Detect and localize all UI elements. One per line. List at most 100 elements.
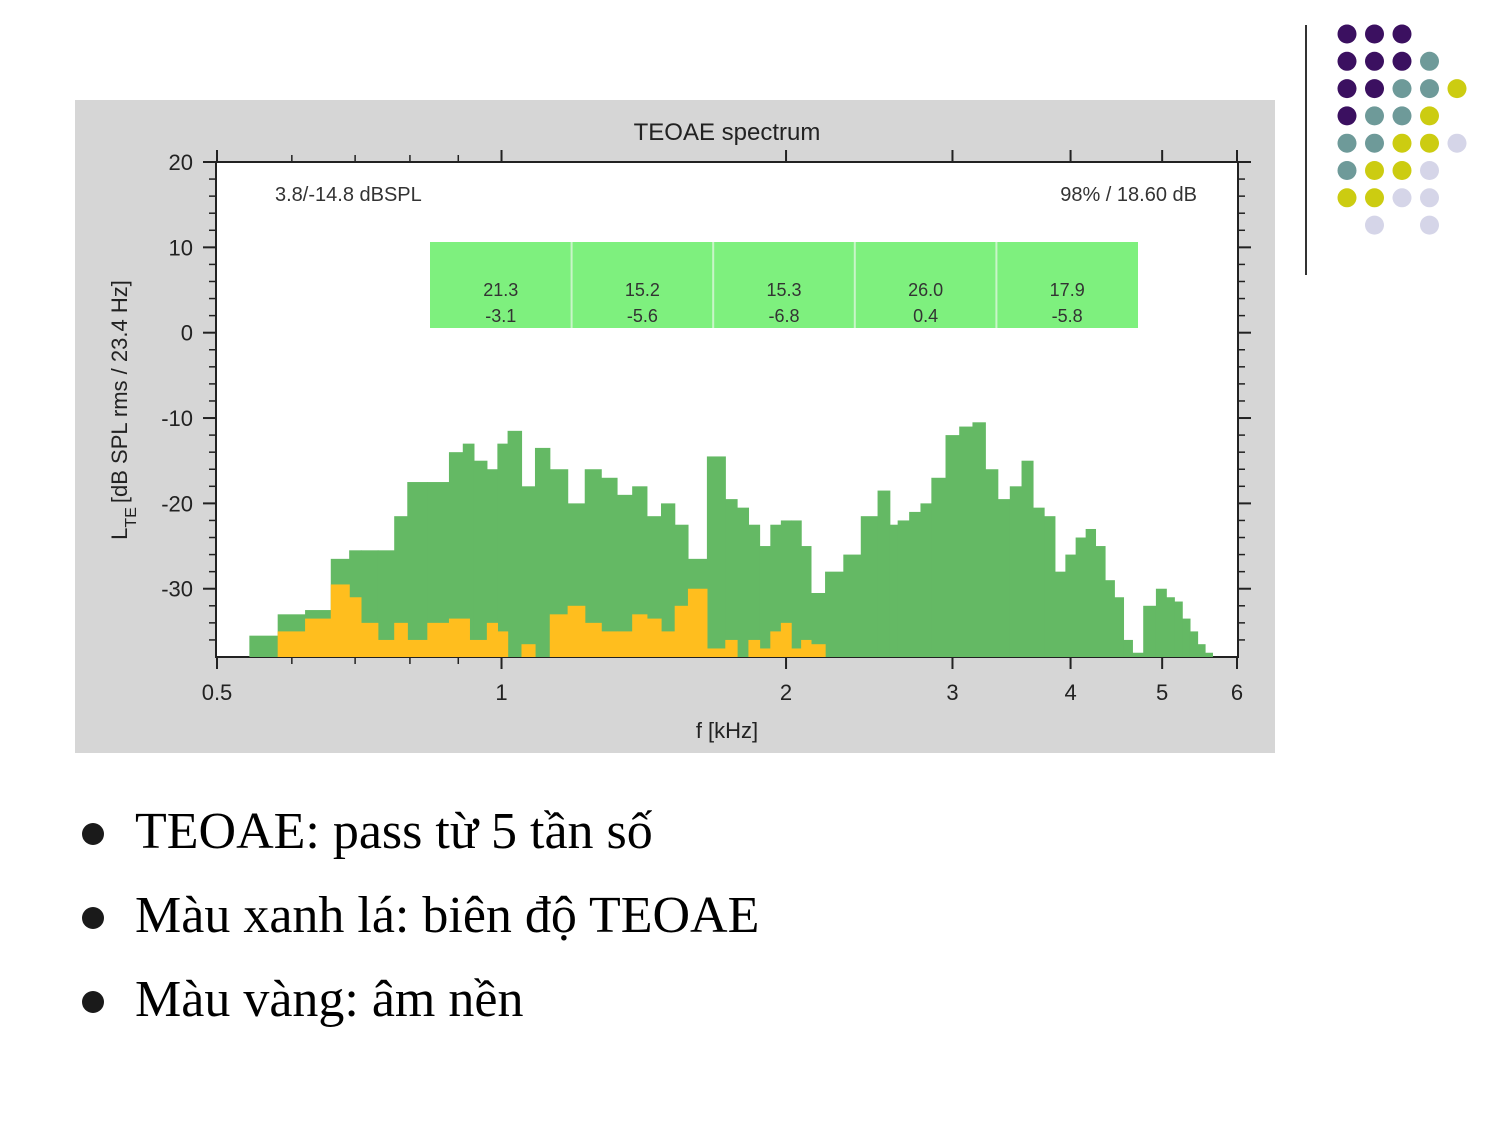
teoae-bar bbox=[889, 524, 899, 657]
bullet-dot-icon bbox=[82, 823, 104, 845]
noise-bar bbox=[759, 648, 771, 657]
decorative-dot bbox=[1392, 188, 1412, 208]
teoae-bar bbox=[770, 524, 782, 657]
noise-bar bbox=[394, 622, 408, 657]
teoae-bar bbox=[601, 477, 618, 657]
decorative-dot bbox=[1337, 51, 1357, 71]
teoae-bar bbox=[1189, 631, 1199, 657]
decorative-dot bbox=[1365, 51, 1384, 71]
noise-bar bbox=[330, 584, 350, 657]
noise-bar bbox=[360, 622, 379, 657]
noise-bar bbox=[567, 605, 586, 657]
bullet-list: TEOAE: pass từ 5 tần số Màu xanh lá: biên… bbox=[80, 795, 759, 1047]
x-tick-label: 6 bbox=[1231, 680, 1243, 705]
chart-title: TEOAE spectrum bbox=[634, 119, 821, 146]
band-value-bottom: -5.8 bbox=[1052, 306, 1083, 326]
y-tick-label: 10 bbox=[169, 235, 193, 260]
decorative-dot bbox=[1420, 79, 1439, 99]
decorative-dot bbox=[1420, 161, 1439, 180]
decorative-dot bbox=[1420, 133, 1439, 153]
teoae-bar bbox=[931, 477, 947, 657]
teoae-bar bbox=[394, 516, 408, 657]
band-value-top: 26.0 bbox=[908, 280, 943, 300]
teoae-bar bbox=[1044, 516, 1056, 657]
teoae-bar bbox=[1174, 601, 1183, 657]
teoae-bar bbox=[534, 447, 551, 657]
band-value-bottom: -3.1 bbox=[485, 306, 516, 326]
noise-bar bbox=[377, 639, 395, 657]
decorative-dot bbox=[1447, 133, 1467, 153]
teoae-bar bbox=[1114, 597, 1125, 657]
teoae-bar bbox=[1166, 597, 1175, 657]
band-value-bottom: -5.6 bbox=[627, 306, 658, 326]
noise-bar bbox=[469, 639, 488, 657]
teoae-bar bbox=[1075, 537, 1087, 657]
teoae-bar bbox=[486, 469, 498, 657]
noise-bar bbox=[601, 631, 618, 657]
y-axis-label-group: LTE [dB SPL rms / 23.4 Hz] bbox=[107, 280, 140, 540]
teoae-bar bbox=[407, 482, 428, 657]
teoae-bar bbox=[1143, 605, 1157, 657]
decorative-dot bbox=[1365, 215, 1384, 235]
decorative-dot bbox=[1337, 24, 1357, 44]
noise-bar bbox=[407, 639, 428, 657]
teoae-spectrum-chart: 21.3 -3.1 15.2 -5.6 15.3 -6.8 26.0 0.4 17.9 -5.8 … bbox=[75, 100, 1275, 753]
x-tick-label: 4 bbox=[1064, 680, 1076, 705]
bullet-item: Màu xanh lá: biên độ TEOAE bbox=[80, 879, 759, 963]
bullet-dot-icon bbox=[82, 991, 104, 1013]
teoae-bar bbox=[706, 456, 726, 657]
bullet-item: Màu vàng: âm nền bbox=[80, 963, 759, 1047]
decorative-dot bbox=[1365, 133, 1384, 153]
teoae-bar bbox=[427, 482, 450, 657]
decorative-dot bbox=[1420, 106, 1439, 126]
y-tick-label: -10 bbox=[161, 406, 193, 431]
teoae-bar bbox=[801, 546, 812, 657]
teoae-bar bbox=[497, 443, 509, 657]
noise-bar bbox=[791, 648, 802, 657]
noise-bar bbox=[687, 588, 708, 657]
decorative-dot bbox=[1337, 133, 1357, 153]
frequency-band-results: 21.3 -3.1 15.2 -5.6 15.3 -6.8 26.0 0.4 17.9 -5.8 bbox=[430, 242, 1138, 328]
decorative-dot bbox=[1365, 106, 1384, 126]
decorative-dot bbox=[1420, 215, 1439, 235]
decorative-dot bbox=[1420, 51, 1439, 71]
noise-bar bbox=[632, 614, 648, 657]
teoae-bar bbox=[1032, 507, 1045, 657]
y-axis-label-units: [dB SPL rms / 23.4 Hz] bbox=[107, 280, 132, 503]
noise-bar bbox=[706, 648, 726, 657]
noise-bar bbox=[770, 631, 782, 657]
y-tick-label: -30 bbox=[161, 577, 193, 602]
decorative-dot bbox=[1365, 188, 1384, 208]
x-tick-label: 0.5 bbox=[202, 680, 233, 705]
teoae-bar bbox=[1182, 618, 1191, 657]
band-value-bottom: 0.4 bbox=[913, 306, 938, 326]
noise-bar bbox=[646, 618, 662, 657]
noise-bar bbox=[801, 639, 812, 657]
decorative-dot bbox=[1392, 24, 1412, 44]
noise-bar bbox=[748, 639, 761, 657]
decorative-dot bbox=[1365, 24, 1384, 44]
teoae-bar bbox=[1155, 588, 1167, 657]
teoae-bar bbox=[521, 486, 536, 657]
teoae-bar bbox=[1197, 644, 1206, 657]
y-axis-label: LTE [dB SPL rms / 23.4 Hz] bbox=[107, 280, 140, 540]
decorative-dot bbox=[1337, 79, 1357, 99]
bullet-text: Màu vàng: âm nền bbox=[135, 971, 524, 1028]
teoae-bar bbox=[897, 520, 910, 657]
axes: 20 10 0 -10 -20 -30 0.5 1 2 3 4 5 6 bbox=[161, 150, 1251, 705]
decorative-dot bbox=[1392, 133, 1412, 153]
noise-bar bbox=[780, 622, 792, 657]
decorative-dot bbox=[1392, 79, 1412, 99]
teoae-bar bbox=[507, 430, 523, 657]
annotation-left: 3.8/-14.8 dBSPL bbox=[275, 184, 422, 206]
teoae-bar bbox=[549, 469, 569, 657]
teoae-bar bbox=[1095, 546, 1106, 657]
band-value-top: 21.3 bbox=[483, 280, 518, 300]
teoae-bar bbox=[1204, 652, 1213, 657]
noise-bar bbox=[584, 622, 602, 657]
decorative-dot-grid bbox=[1337, 24, 1467, 235]
teoae-bar bbox=[448, 452, 464, 657]
noise-bar bbox=[810, 644, 826, 657]
teoae-bar bbox=[377, 550, 395, 657]
teoae-bar bbox=[584, 469, 602, 657]
